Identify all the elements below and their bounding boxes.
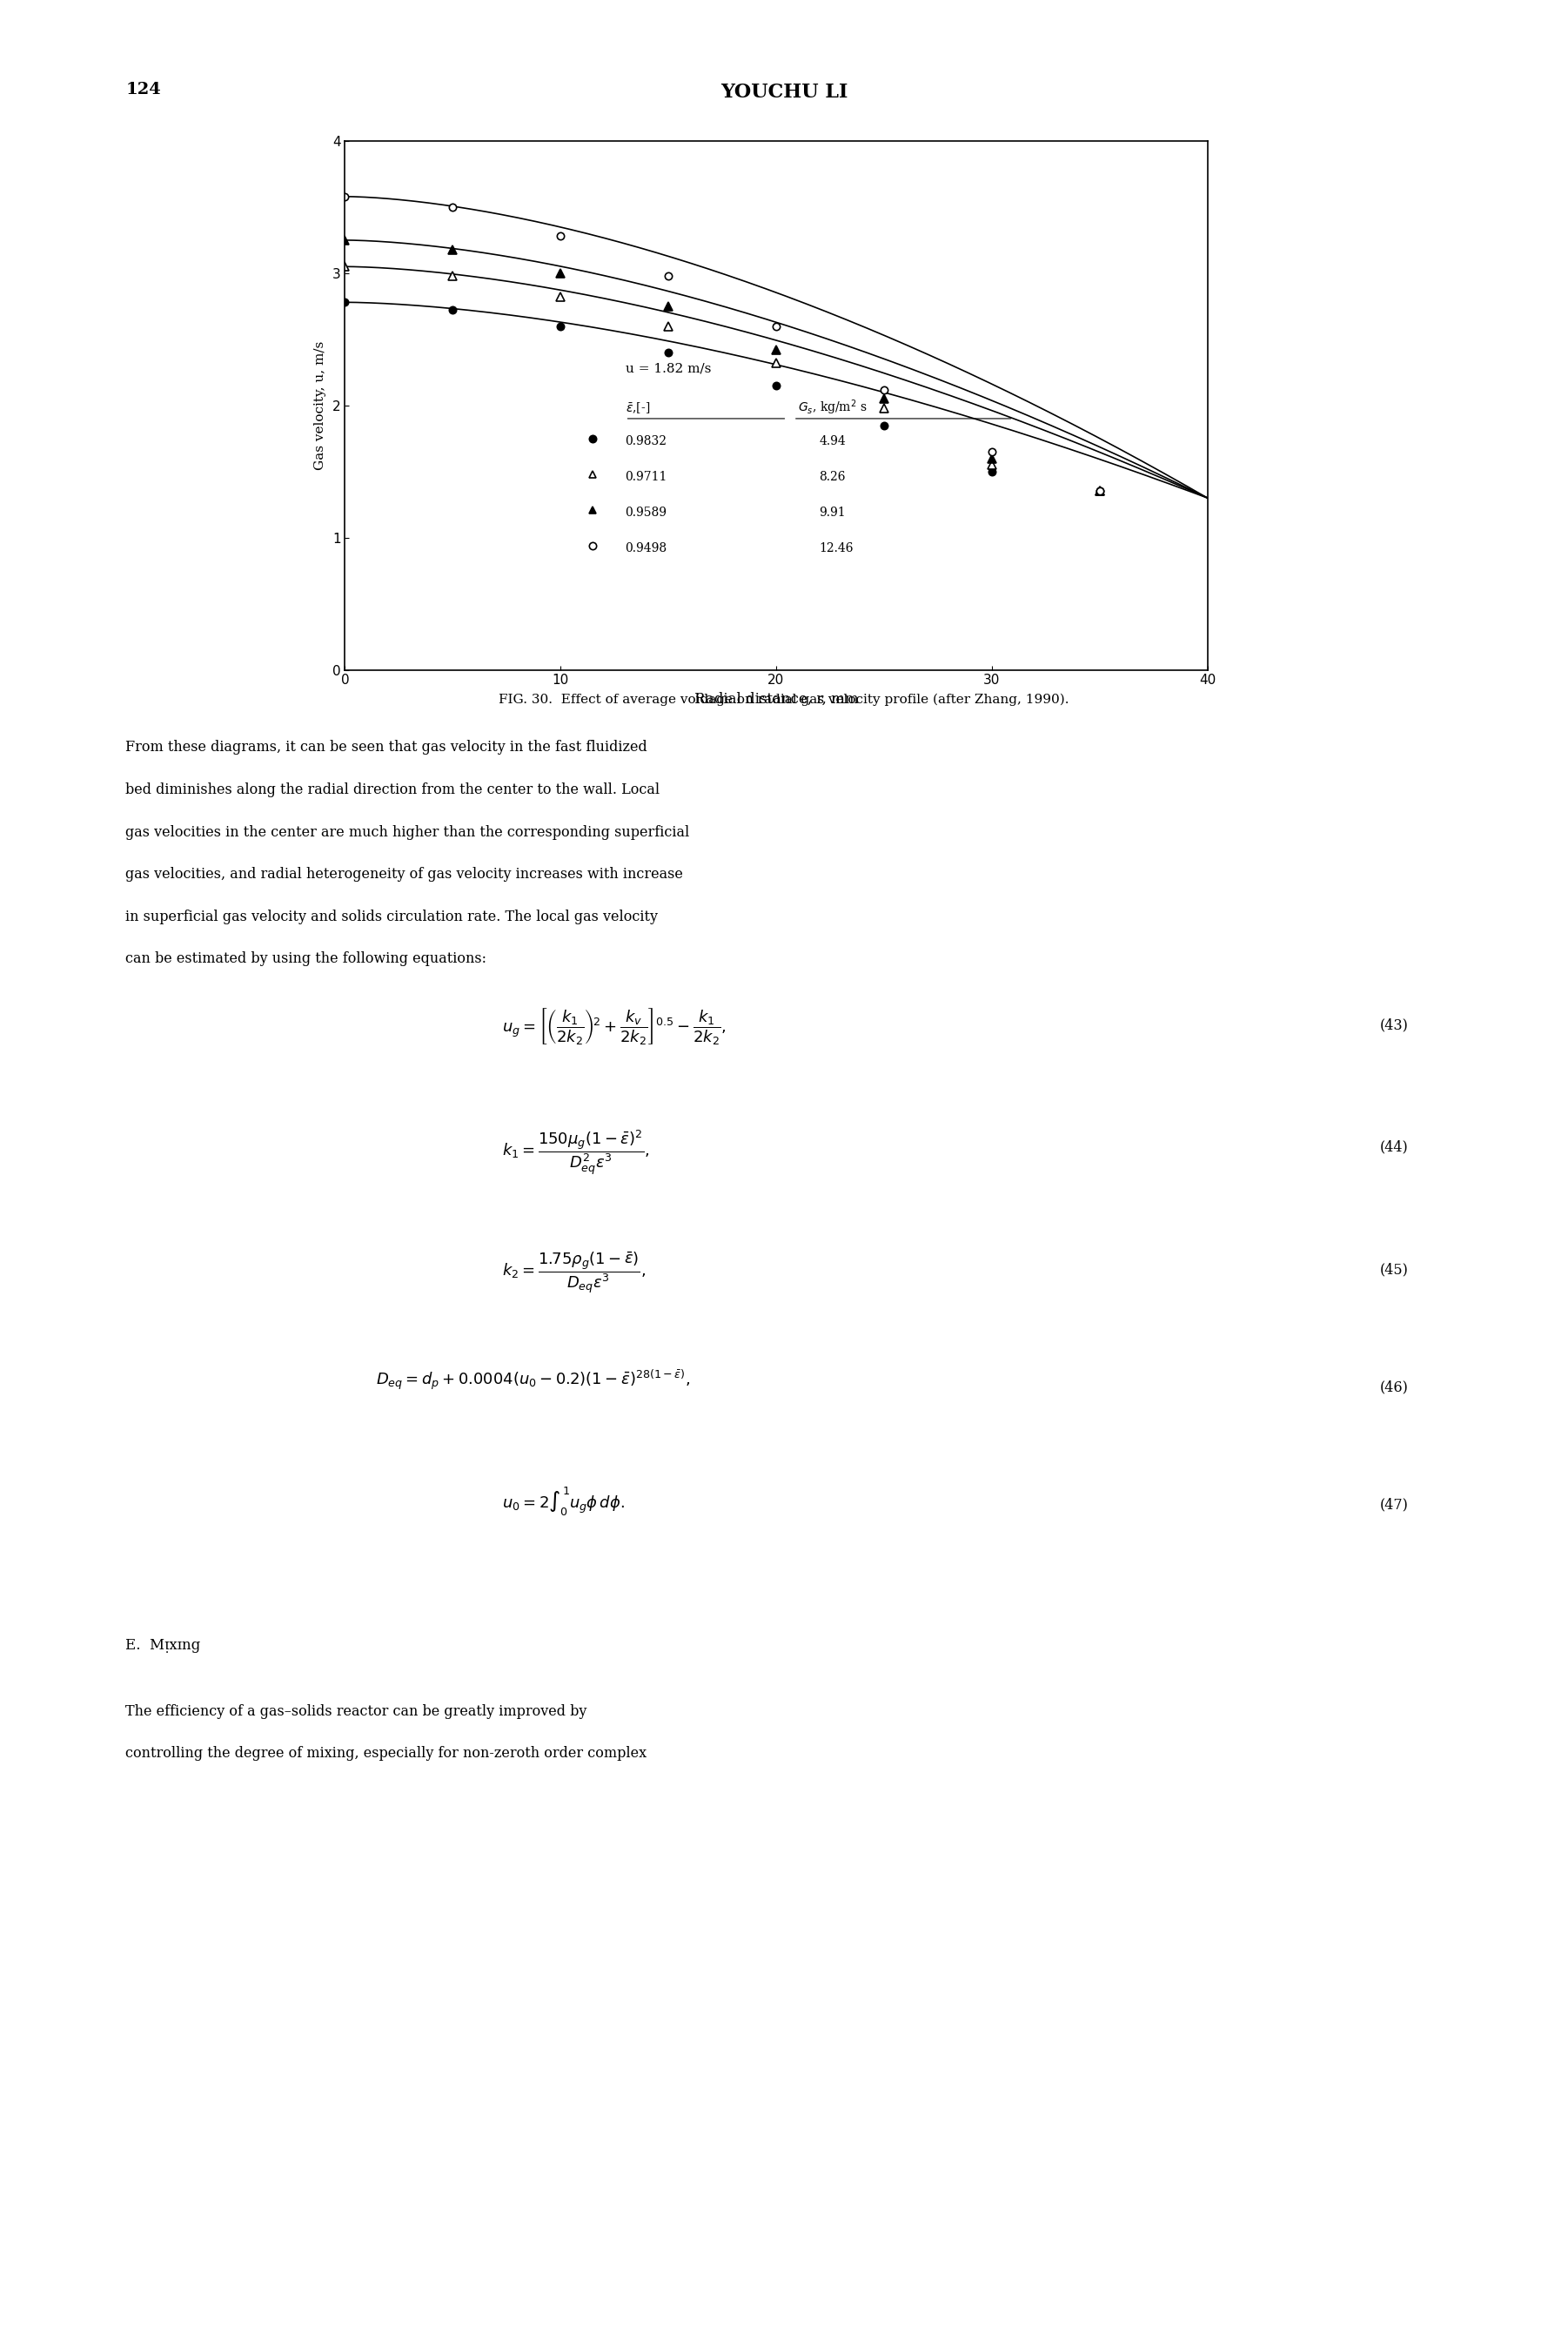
X-axis label: Radial distance, r, mm: Radial distance, r, mm xyxy=(695,691,858,707)
Text: (44): (44) xyxy=(1380,1140,1408,1154)
Text: u = 1.82 m/s: u = 1.82 m/s xyxy=(626,362,710,376)
Text: $G_s$, kg/m$^2$ s: $G_s$, kg/m$^2$ s xyxy=(798,400,867,418)
Text: The efficiency of a gas–solids reactor can be greatly improved by: The efficiency of a gas–solids reactor c… xyxy=(125,1704,586,1718)
Text: 0.9832: 0.9832 xyxy=(626,435,666,446)
Text: From these diagrams, it can be seen that gas velocity in the fast fluidized: From these diagrams, it can be seen that… xyxy=(125,740,648,754)
Text: $k_2 = \dfrac{1.75\rho_g(1-\bar{\varepsilon})}{D_{eq}\varepsilon^3},$: $k_2 = \dfrac{1.75\rho_g(1-\bar{\varepsi… xyxy=(502,1250,646,1295)
Text: 4.94: 4.94 xyxy=(820,435,847,446)
Text: $\bar{\varepsilon}$,[-]: $\bar{\varepsilon}$,[-] xyxy=(626,402,649,416)
Text: (43): (43) xyxy=(1380,1018,1408,1032)
Text: 0.9711: 0.9711 xyxy=(626,470,668,484)
Text: bed diminishes along the radial direction from the center to the wall. Local: bed diminishes along the radial directio… xyxy=(125,783,660,797)
Text: (46): (46) xyxy=(1380,1379,1408,1394)
Text: gas velocities, and radial heterogeneity of gas velocity increases with increase: gas velocities, and radial heterogeneity… xyxy=(125,867,684,881)
Text: 0.9589: 0.9589 xyxy=(626,508,666,519)
Text: E.  Mᴉxɪng: E. Mᴉxɪng xyxy=(125,1638,201,1652)
Text: 124: 124 xyxy=(125,82,162,99)
Text: (47): (47) xyxy=(1380,1497,1408,1511)
Text: $u_g = \left[\left(\dfrac{k_1}{2k_2}\right)^{\!2} + \dfrac{k_v}{2k_2}\right]^{0.: $u_g = \left[\left(\dfrac{k_1}{2k_2}\rig… xyxy=(502,1006,726,1046)
Text: gas velocities in the center are much higher than the corresponding superficial: gas velocities in the center are much hi… xyxy=(125,825,690,839)
Text: $D_{eq} = d_p + 0.0004(u_0 - 0.2)(1-\bar{\varepsilon})^{28(1-\bar{\varepsilon})}: $D_{eq} = d_p + 0.0004(u_0 - 0.2)(1-\bar… xyxy=(376,1368,690,1391)
Text: $k_1 = \dfrac{150\mu_g(1-\bar{\varepsilon})^2}{D_{eq}^2\varepsilon^3},$: $k_1 = \dfrac{150\mu_g(1-\bar{\varepsilo… xyxy=(502,1128,649,1177)
Text: controlling the degree of mixing, especially for non-zeroth order complex: controlling the degree of mixing, especi… xyxy=(125,1746,646,1760)
Text: 8.26: 8.26 xyxy=(820,470,845,484)
Text: 0.9498: 0.9498 xyxy=(626,543,666,555)
Text: (45): (45) xyxy=(1380,1262,1408,1276)
Text: FIG. 30.  Effect of average voidage on radial gas velocity profile (after Zhang,: FIG. 30. Effect of average voidage on ra… xyxy=(499,693,1069,705)
Text: 12.46: 12.46 xyxy=(820,543,853,555)
Text: in superficial gas velocity and solids circulation rate. The local gas velocity: in superficial gas velocity and solids c… xyxy=(125,909,659,924)
Text: YOUCHU LI: YOUCHU LI xyxy=(720,82,848,101)
Text: 9.91: 9.91 xyxy=(820,508,845,519)
Text: $u_0 = 2\int_0^1 u_g\phi\, d\phi.$: $u_0 = 2\int_0^1 u_g\phi\, d\phi.$ xyxy=(502,1485,624,1518)
Y-axis label: Gas velocity, u, m/s: Gas velocity, u, m/s xyxy=(314,341,326,470)
Text: can be estimated by using the following equations:: can be estimated by using the following … xyxy=(125,952,486,966)
